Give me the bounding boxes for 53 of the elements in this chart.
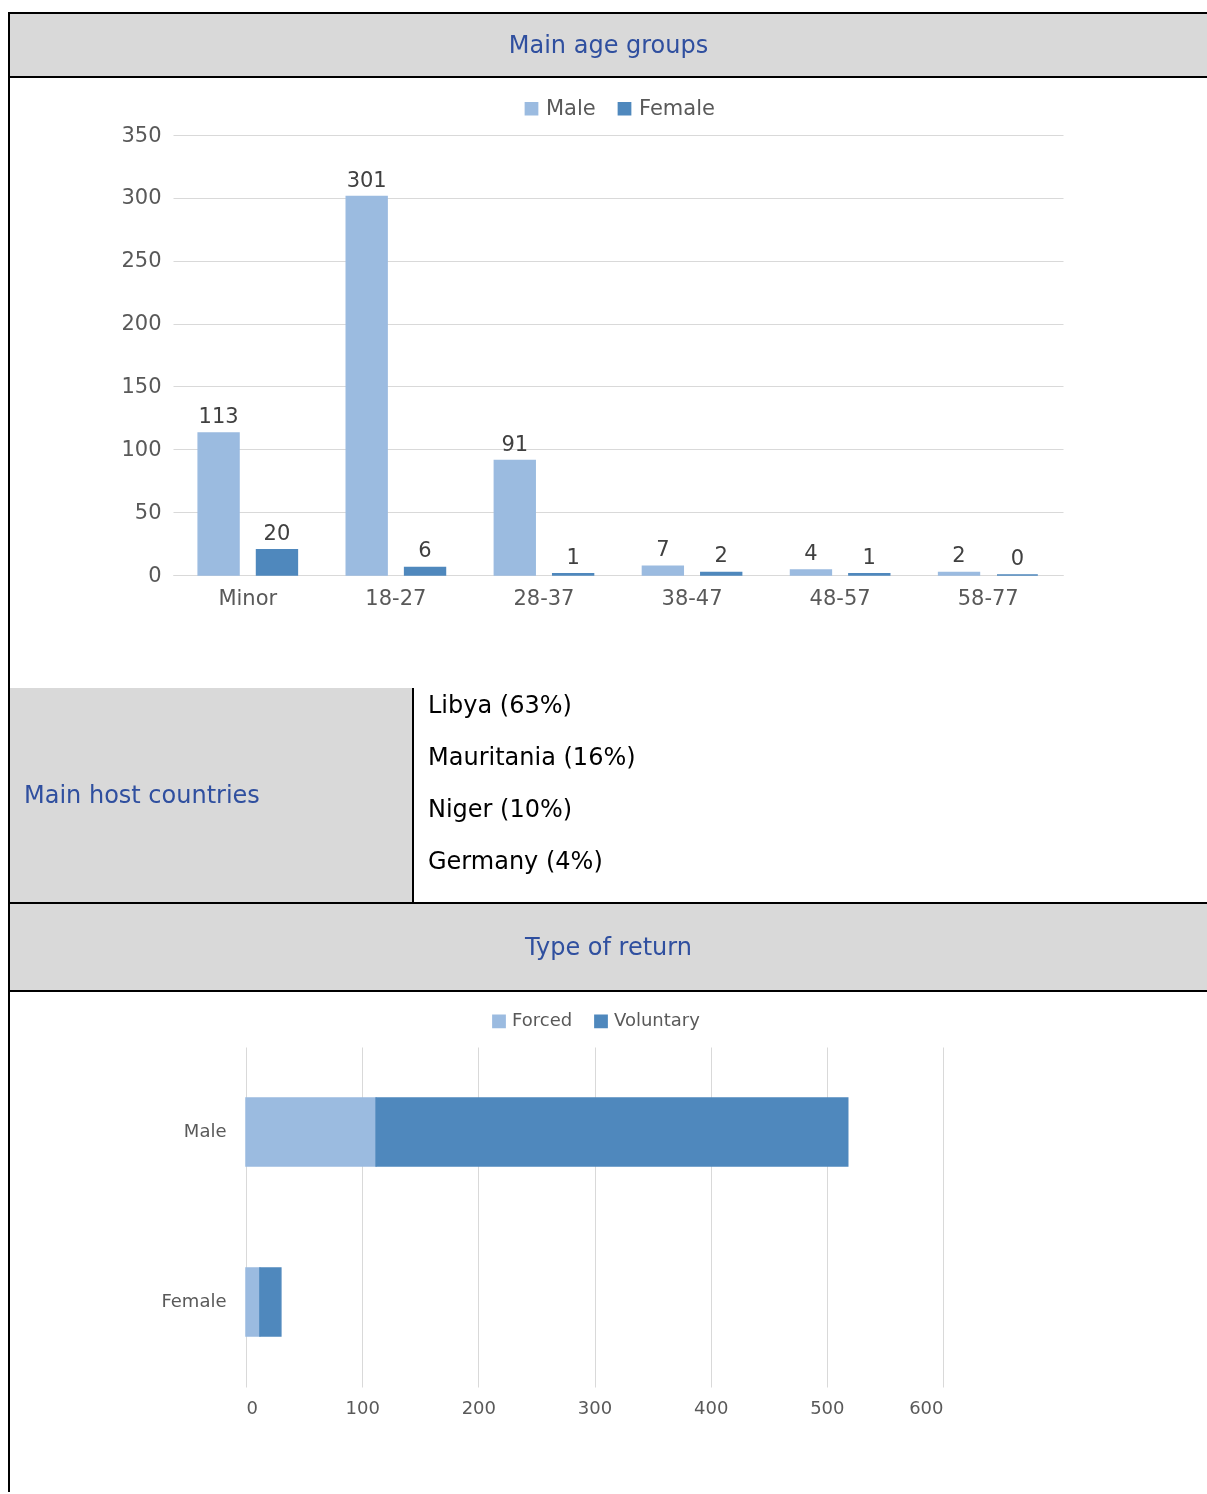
y-tick-label: 200 — [121, 311, 162, 336]
x-tick-label: 28-37 — [513, 585, 575, 610]
y-tick-label: 0 — [148, 562, 162, 587]
bar — [403, 566, 447, 576]
bar — [493, 459, 536, 576]
legend-label: Voluntary — [614, 1009, 701, 1031]
x-tick-label: 300 — [577, 1396, 613, 1418]
bar — [789, 569, 833, 576]
bar — [255, 549, 299, 576]
x-tick-label: 600 — [909, 1396, 944, 1418]
text: Main host countries — [10, 688, 414, 902]
x-tick-label: 200 — [461, 1396, 497, 1418]
chart-title: Main age groups — [10, 12, 1207, 78]
y-tick-label: 150 — [121, 373, 162, 398]
data-label: 7 — [656, 537, 670, 562]
x-tick-label: 18-27 — [365, 585, 427, 610]
text: Niger (10%) — [428, 794, 574, 825]
y-tick-label: 350 — [121, 122, 162, 147]
bar — [345, 195, 388, 576]
y-tick-label: 100 — [121, 436, 162, 461]
legend-label: Male — [546, 95, 596, 120]
y-tick-label: 300 — [121, 185, 162, 210]
x-tick-label: 48-57 — [809, 585, 871, 610]
data-label: 6 — [418, 538, 432, 563]
x-tick-label: 500 — [810, 1396, 845, 1418]
x-tick-label: 400 — [693, 1396, 729, 1418]
data-label: 91 — [501, 431, 529, 456]
data-label: 2 — [952, 543, 966, 568]
legend-label: Forced — [512, 1009, 573, 1031]
data-label: 20 — [263, 520, 291, 545]
y-tick-label: 250 — [121, 248, 162, 273]
bar — [197, 432, 240, 576]
x-tick-label: 0 — [246, 1396, 258, 1418]
chart-title: Type of return — [10, 902, 1207, 992]
data-label: 113 — [198, 403, 239, 428]
text: Libya (63%) — [428, 690, 573, 721]
data-label: 301 — [346, 167, 387, 192]
data-label: 1 — [862, 544, 876, 569]
data-label: 4 — [804, 540, 818, 565]
bar — [937, 571, 981, 576]
x-tick-label: 58-77 — [957, 585, 1019, 610]
data-label: 2 — [714, 543, 728, 568]
text: Mauritania (16%) — [428, 742, 636, 773]
x-tick-label: Minor — [218, 585, 278, 610]
legend-label: Female — [639, 95, 715, 120]
x-tick-label: 100 — [345, 1396, 380, 1418]
y-tick-label: 50 — [134, 499, 162, 524]
data-label: 0 — [1010, 546, 1025, 570]
data-label: 1 — [566, 544, 580, 569]
text: Germany (4%) — [428, 846, 604, 877]
bar — [641, 565, 685, 576]
x-tick-label: 38-47 — [661, 585, 723, 610]
bar — [700, 571, 743, 576]
